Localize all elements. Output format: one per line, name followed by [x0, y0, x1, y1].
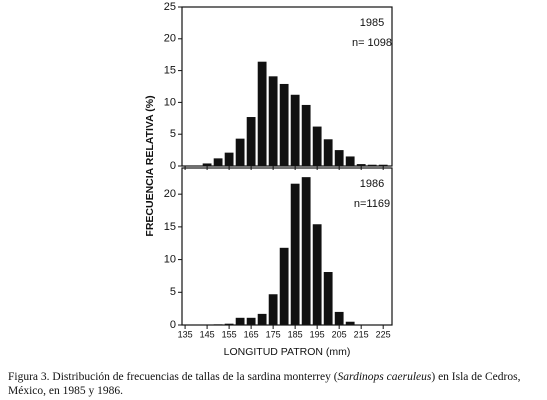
- y-axis-label: FRECUENCIA RELATIVA (%): [144, 95, 156, 236]
- x-tick-label: 205: [332, 329, 347, 339]
- bar: [312, 224, 322, 325]
- bar: [268, 76, 278, 166]
- bar: [224, 323, 234, 325]
- caption: Figura 3. Distribución de frecuencias de…: [8, 370, 543, 398]
- bar: [345, 321, 355, 325]
- y-tick-label: 0: [170, 319, 176, 331]
- bar: [246, 117, 256, 166]
- caption-text: ) en Isla de Cedros, México, en 1985 y 1…: [8, 371, 521, 397]
- y-tick-label: 20: [164, 188, 176, 200]
- bar: [246, 317, 256, 325]
- bar: [235, 138, 245, 166]
- bar: [224, 152, 234, 166]
- bar: [290, 94, 300, 166]
- bar: [257, 61, 267, 166]
- x-tick-label: 175: [266, 329, 281, 339]
- caption-text: Figura 3. Distribución de frecuencias de…: [8, 371, 338, 383]
- y-tick-label: 15: [164, 221, 176, 233]
- bar: [213, 324, 223, 325]
- x-tick-label: 145: [200, 329, 215, 339]
- bar: [301, 177, 311, 325]
- bar: [202, 163, 212, 166]
- bar: [367, 164, 377, 166]
- figure: FRECUENCIA RELATIVA (%) LONGITUD PATRON …: [144, 1, 393, 358]
- bar: [334, 311, 344, 325]
- bar: [257, 313, 267, 325]
- y-tick-label: 0: [170, 160, 176, 172]
- bar: [345, 156, 355, 166]
- bar: [312, 126, 322, 166]
- bar: [213, 158, 223, 166]
- x-tick-label: 195: [310, 329, 325, 339]
- x-tick-label: 135: [178, 329, 193, 339]
- bar: [323, 139, 333, 166]
- y-tick-label: 15: [164, 65, 176, 77]
- caption-species: Sardinops caeruleus: [337, 371, 432, 383]
- bar: [290, 183, 300, 325]
- y-tick-label: 5: [170, 286, 176, 298]
- bar: [334, 150, 344, 166]
- bar: [235, 317, 245, 325]
- annotation: 1986: [360, 178, 384, 190]
- x-tick-label: 155: [222, 329, 237, 339]
- x-tick-label: 215: [354, 329, 369, 339]
- bar: [279, 247, 289, 325]
- x-tick-label: 185: [288, 329, 303, 339]
- bar: [356, 164, 366, 166]
- y-tick-label: 5: [170, 128, 176, 140]
- annotation: n=1169: [354, 198, 390, 210]
- bar: [268, 294, 278, 325]
- x-axis-label: LONGITUD PATRON (mm): [224, 346, 351, 358]
- x-tick-label: 165: [244, 329, 259, 339]
- annotation: 1985: [360, 17, 384, 29]
- x-tick-label: 225: [376, 329, 391, 339]
- bar: [279, 83, 289, 166]
- bar: [301, 104, 311, 166]
- y-tick-label: 10: [164, 96, 176, 108]
- bar: [378, 164, 388, 166]
- y-tick-label: 20: [164, 33, 176, 45]
- annotation: n= 1098: [352, 37, 392, 49]
- y-tick-label: 25: [164, 1, 176, 13]
- y-tick-label: 10: [164, 253, 176, 265]
- bar: [323, 272, 333, 325]
